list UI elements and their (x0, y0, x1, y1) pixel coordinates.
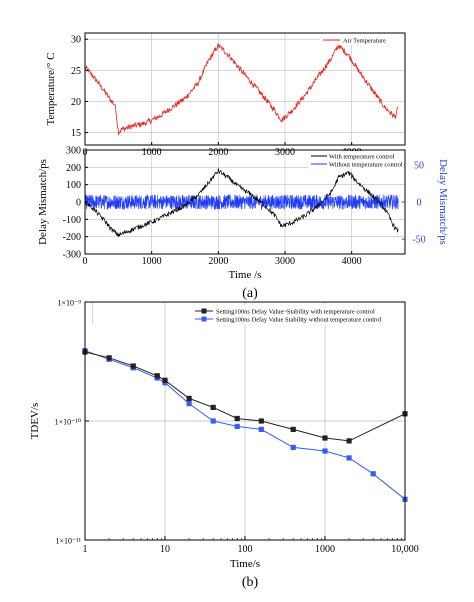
temperature-ylabel: Temperature/° C (45, 53, 57, 126)
delay-ylabel-right: Delay Mismatch/ps (437, 159, 449, 245)
tdev-point-with (322, 435, 328, 441)
tdev-point-with (210, 404, 216, 410)
temperature-ytick-label: 20 (71, 97, 81, 108)
tdev-ylabel: TDEV/s (29, 403, 41, 440)
temperature-ytick-label: 15 (71, 128, 81, 139)
delay-ytick-label: -100 (63, 215, 81, 226)
tdev-legend-marker-without (201, 316, 207, 322)
temperature-legend: Air Temperature (320, 34, 404, 45)
tdev-line-without (84, 350, 406, 500)
temperature-series (84, 43, 399, 136)
delay-legend: With temperature control Without tempera… (308, 151, 404, 169)
tdev-point-with (162, 377, 168, 383)
delay-ytick-label: 0 (76, 198, 81, 209)
delay-legend-label-without: Without temperature control (329, 162, 403, 169)
temperature-plot-frame (84, 32, 406, 146)
temperature-legend-label: Air Temperature (343, 38, 386, 45)
tdev-legend-label-with: Setting100ns Delay Value~Stability with … (216, 309, 375, 316)
caption-b: (b) (242, 575, 259, 590)
tdev-xtick-label: 1 (83, 544, 88, 555)
delay-xtick-label: 3000 (275, 256, 295, 267)
delay-panel: 0 1000 2000 3000 4000 -300 -200 -100 0 100 200 300 -… (37, 146, 449, 282)
delay-ytick-right-label: 50 (414, 160, 424, 171)
tdev-legend-label-without: Setting100ns Delay Value Stability witho… (216, 317, 381, 324)
tdev-xlabel: Time/s (230, 558, 260, 570)
tdev-point-with (154, 373, 160, 379)
tdev-ticks: 1 10 100 1000 10,000 1×10⁻⁹ 1×10⁻¹⁰ 1×10⁻¹¹ (55, 299, 419, 556)
tdev-point-without (186, 401, 192, 407)
delay-ytick-right-label: 0 (417, 198, 422, 209)
temperature-ytick-label: 25 (71, 66, 81, 77)
tdev-point-with (186, 395, 192, 401)
delay-ylabel: Delay Mismatch/ps (37, 159, 49, 245)
delay-legend-label-with: With temperature control (329, 154, 395, 161)
tdev-xtick-label: 10 (160, 544, 170, 555)
delay-ticks: 0 1000 2000 3000 4000 -300 -200 -100 0 100 200 300 -… (63, 146, 426, 268)
tdev-point-with (346, 438, 352, 444)
tdev-point-without (290, 444, 296, 450)
tdev-point-with (106, 355, 112, 361)
tdev-point-without (234, 423, 240, 429)
delay-line-without-control (84, 194, 399, 211)
tdev-legend-box (192, 305, 404, 325)
tdev-ytick-label: 1×10⁻¹⁰ (55, 418, 81, 427)
tdev-ytick-label: 1×10⁻¹¹ (55, 537, 81, 546)
tdev-point-with (130, 363, 136, 369)
delay-series (84, 168, 399, 238)
tdev-xtick-label: 1000 (315, 544, 335, 555)
delay-ytick-label: 200 (66, 163, 81, 174)
tdev-point-without (258, 426, 264, 432)
delay-line-with-control (84, 168, 399, 238)
temperature-legend-box (320, 34, 404, 45)
caption-a: (a) (242, 286, 258, 301)
tdev-legend: Setting100ns Delay Value~Stability with … (192, 305, 404, 325)
temperature-line (84, 43, 399, 136)
tdev-xtick-label: 100 (238, 544, 253, 555)
tdev-point-without (210, 418, 216, 424)
tdev-point-with (234, 415, 240, 422)
tdev-point-without (346, 455, 352, 461)
tdev-grid (85, 302, 405, 540)
delay-ytick-label: -300 (63, 250, 81, 261)
delay-xtick-label: 0 (83, 256, 88, 267)
tdev-legend-marker-with (201, 308, 207, 314)
tdev-point-with (258, 418, 264, 424)
temperature-ytick-label: 30 (71, 35, 81, 46)
delay-ytick-label: 300 (66, 146, 81, 157)
delay-xlabel: Time /s (229, 269, 262, 281)
delay-xtick-label: 1000 (142, 256, 162, 267)
tdev-point-without (322, 448, 328, 454)
tdev-xtick-label: 10,000 (391, 544, 419, 555)
delay-ytick-right-label: -50 (412, 235, 425, 246)
delay-ytick-label: -200 (63, 232, 81, 243)
delay-xtick-label: 4000 (342, 256, 362, 267)
delay-ytick-label: 100 (66, 180, 81, 191)
tdev-panel: 1 10 100 1000 10,000 1×10⁻⁹ 1×10⁻¹⁰ 1×10⁻¹¹ TDE… (29, 299, 419, 571)
tdev-ytick-label: 1×10⁻⁹ (57, 299, 81, 308)
delay-xtick-label: 2000 (208, 256, 228, 267)
tdev-point-with (290, 426, 296, 432)
delay-legend-box (308, 151, 404, 169)
tdev-point-without (370, 471, 376, 477)
